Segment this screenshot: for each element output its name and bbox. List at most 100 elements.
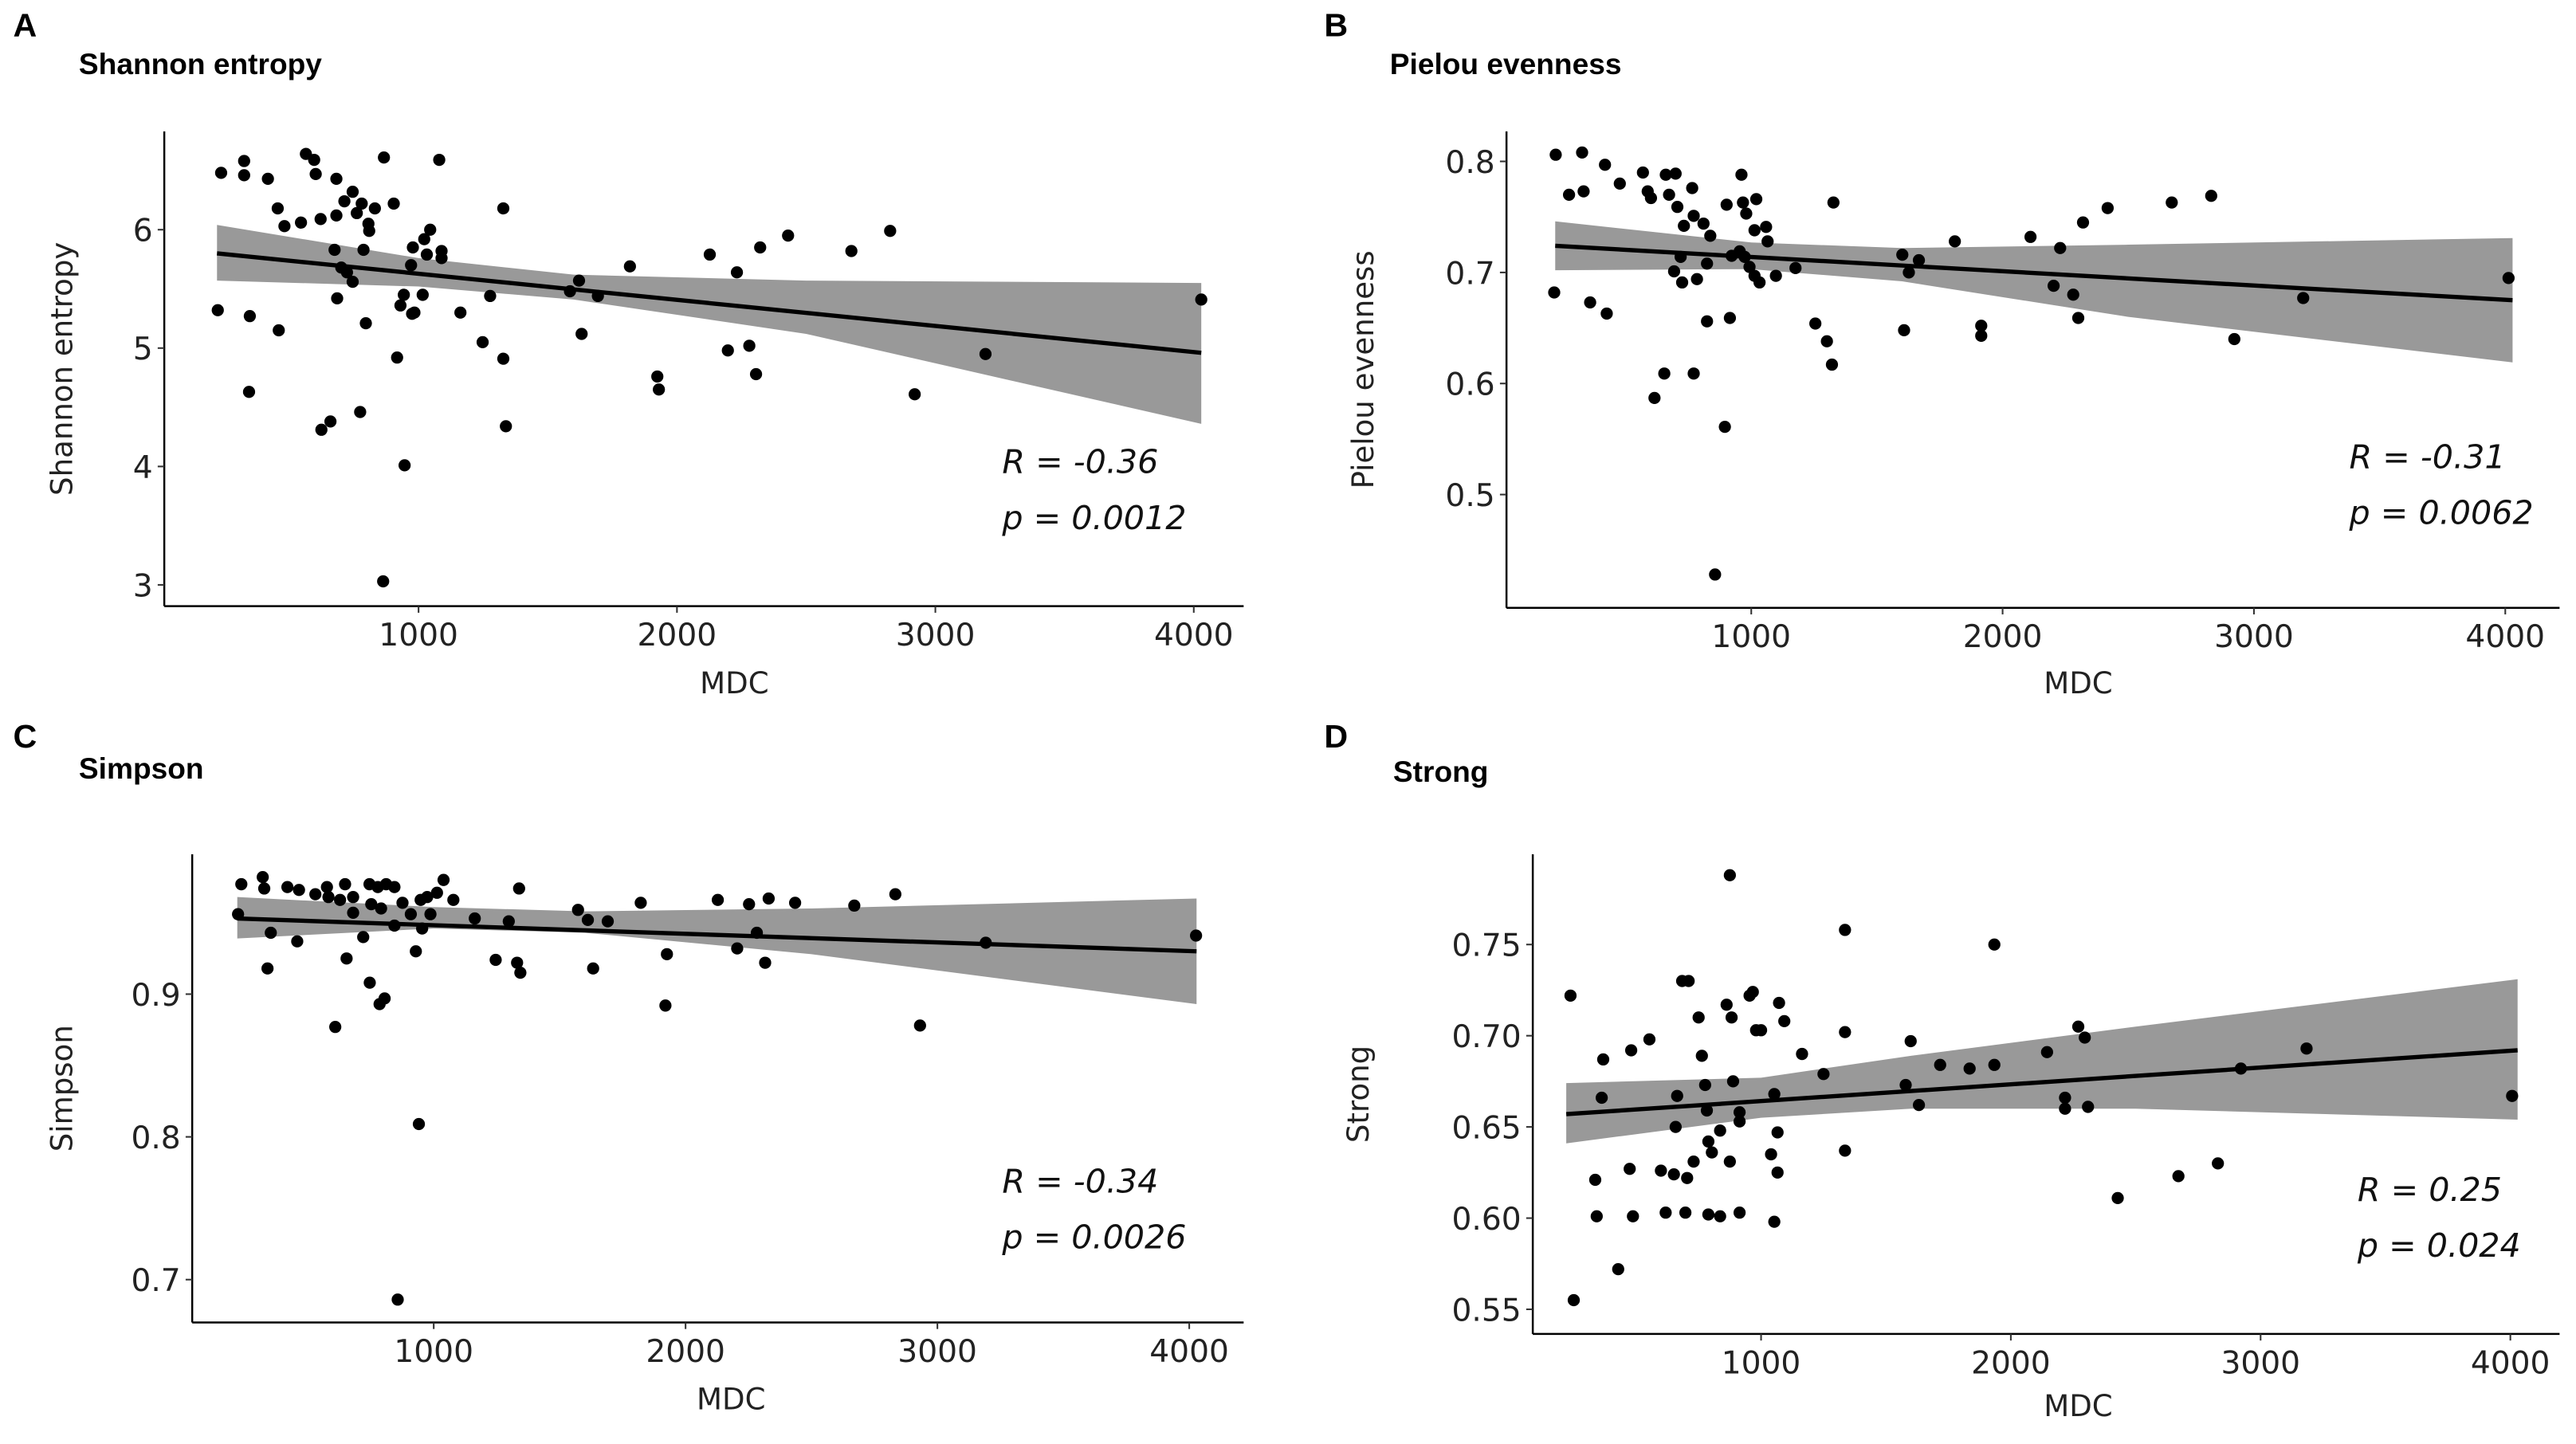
regression-line: [237, 916, 1197, 954]
data-point: [1659, 1207, 1672, 1219]
data-point: [601, 915, 615, 928]
data-point: [1839, 924, 1852, 936]
data-point: [1754, 1024, 1768, 1037]
data-point: [1687, 1155, 1700, 1168]
y-tick-label: 0.7: [131, 1263, 180, 1299]
y-tick-label: 0.8: [131, 1120, 180, 1156]
panel-title: Simpson: [79, 751, 204, 785]
data-point: [1733, 1106, 1746, 1119]
data-point: [1636, 166, 1649, 179]
x-tick-label: 4000: [2465, 619, 2545, 655]
data-point: [703, 248, 717, 261]
correlation-r: R = -0.34: [1002, 1163, 1158, 1201]
y-tick-label: 0.5: [1445, 478, 1494, 514]
panel-b: B Pielou evenness 1000 2000 3000 4000 0.5 0.6 0.…: [1324, 6, 2560, 700]
data-point: [1768, 1215, 1781, 1228]
data-point: [261, 172, 274, 185]
data-point: [1963, 1062, 1976, 1075]
data-point: [1726, 1075, 1740, 1088]
data-point: [1701, 257, 1714, 270]
data-point: [754, 241, 767, 254]
data-point: [759, 956, 772, 969]
data-point: [399, 459, 411, 472]
data-point: [1627, 1210, 1639, 1222]
data-point: [1743, 261, 1756, 273]
data-point: [2111, 1191, 2124, 1205]
data-point: [489, 953, 502, 967]
data-point: [1761, 235, 1774, 248]
data-point: [421, 891, 434, 904]
data-point: [1659, 168, 1672, 181]
data-point: [388, 881, 401, 893]
data-point: [278, 220, 291, 233]
data-point: [1702, 1135, 1715, 1148]
data-point: [437, 873, 450, 886]
data-point: [238, 155, 250, 167]
data-point: [1720, 999, 1733, 1011]
data-point: [2071, 312, 2085, 324]
data-point: [328, 243, 341, 257]
data-point: [1988, 1058, 2001, 1071]
data-point: [347, 891, 359, 904]
data-point: [1820, 335, 1833, 347]
data-point: [1748, 224, 1761, 237]
data-point: [1778, 1014, 1791, 1027]
confidence-band: [1555, 221, 2513, 363]
data-point: [1896, 248, 1909, 261]
data-point: [1714, 1124, 1726, 1137]
data-point: [308, 153, 320, 167]
panel-a: A Shannon entropy 1000 2000 3000 4000 3 4 5 6 MDC S…: [13, 6, 1244, 700]
data-point: [1709, 568, 1722, 581]
data-point: [391, 351, 403, 364]
y-tick-label: 0.60: [1452, 1202, 1522, 1238]
data-point: [1567, 1293, 1581, 1307]
x-tick-label: 3000: [2221, 1345, 2300, 1381]
data-point: [1667, 1167, 1680, 1181]
y-axis-title: Pielou evenness: [1346, 250, 1380, 489]
data-point: [2300, 1042, 2313, 1055]
correlation-p: p = 0.024: [2357, 1226, 2521, 1265]
data-point: [1695, 1050, 1708, 1062]
data-point: [730, 266, 744, 279]
panel-c: C Simpson 1000 2000 3000 4000 0.7 0.8 0.9 MDC Simp…: [13, 718, 1244, 1417]
data-point: [1648, 391, 1661, 404]
data-point: [1899, 1078, 1912, 1092]
data-point: [1663, 188, 1675, 201]
confidence-band: [1566, 979, 2518, 1144]
data-point: [1704, 230, 1717, 242]
x-tick-label: 3000: [897, 1334, 977, 1370]
data-point: [1773, 996, 1785, 1010]
data-point: [2082, 1101, 2095, 1113]
data-point: [476, 335, 489, 348]
data-point: [1613, 177, 1626, 190]
data-point: [281, 881, 294, 893]
data-point: [387, 197, 400, 210]
data-point: [309, 167, 322, 181]
data-point: [1643, 1033, 1656, 1046]
x-tick-label: 4000: [1149, 1334, 1229, 1370]
data-point: [339, 877, 351, 891]
y-axis-title: Shannon entropy: [45, 242, 80, 496]
data-point: [315, 423, 328, 436]
data-point: [1904, 1034, 1917, 1048]
y-tick-label: 0.65: [1452, 1111, 1522, 1147]
data-point: [1934, 1058, 1946, 1071]
data-point: [420, 248, 434, 261]
data-point: [435, 252, 448, 265]
data-point: [309, 888, 322, 901]
panel-d: D Strong 1000 2000 3000 4000 0.55 0.60 0.65 0.70 0…: [1324, 718, 2560, 1423]
confidence-band: [217, 225, 1202, 424]
y-tick-label: 6: [133, 214, 153, 249]
y-tick-label: 3: [133, 568, 153, 604]
data-point: [743, 898, 756, 911]
data-point: [1195, 293, 1208, 306]
regression-line: [1555, 243, 2513, 303]
data-point: [242, 386, 256, 398]
data-point: [762, 892, 776, 905]
data-point: [484, 289, 497, 303]
data-point: [1723, 1155, 1736, 1168]
data-point: [1701, 315, 1714, 328]
data-point: [293, 884, 305, 897]
data-point: [1584, 296, 1596, 309]
data-point: [454, 306, 467, 319]
